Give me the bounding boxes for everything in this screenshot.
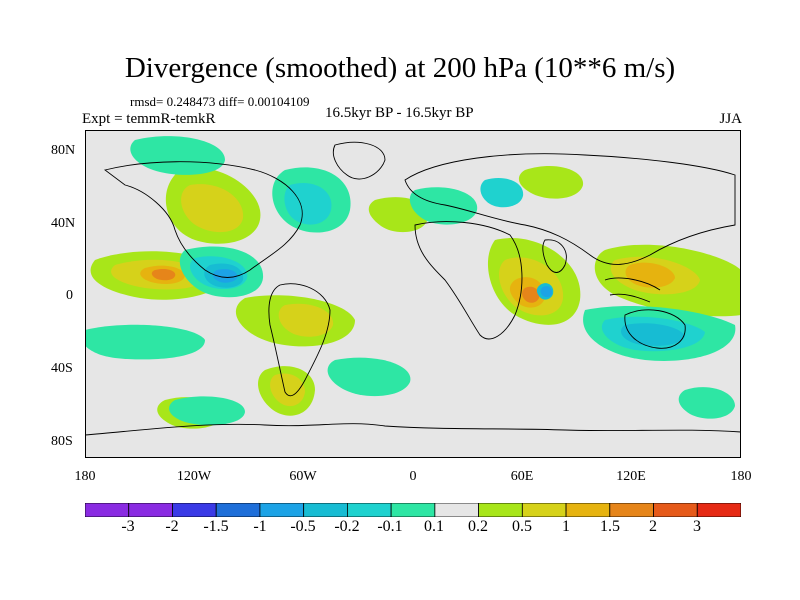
colorbar-label: -0.2 [334, 518, 360, 535]
colorbar-label: 1.5 [600, 518, 620, 535]
coastline-africa [414, 221, 523, 340]
lon-label-120w: 120W [176, 469, 212, 484]
colorbar-label: -0.5 [290, 518, 316, 535]
div-negative-region [480, 177, 524, 208]
colorbar-label: -1.5 [203, 518, 229, 535]
div-negative-region [130, 136, 225, 175]
coastline-north-america [103, 161, 303, 278]
colorbar-swatch [521, 503, 567, 517]
lat-label-80n: 80N [51, 143, 76, 158]
colorbar-swatch [303, 503, 348, 517]
lon-label-60e: 60E [510, 469, 534, 484]
div-positive-region [181, 184, 244, 233]
coastline-maritime-continent [604, 277, 661, 303]
div-negative-region [212, 269, 238, 283]
colorbar-label: -3 [121, 518, 135, 535]
colorbar-swatch [653, 503, 698, 517]
experiment-label: Expt = temmR-temkR [82, 111, 216, 127]
divergence-map [85, 130, 741, 458]
coastline-india [542, 239, 567, 273]
colorbar-label: -0.1 [377, 518, 403, 535]
season-label: JJA [719, 111, 742, 127]
lon-label-0: 0 [409, 469, 417, 484]
div-negative-region [284, 182, 332, 225]
coastline-south-america [268, 283, 331, 397]
lon-label-60w: 60W [289, 469, 317, 484]
divergence-field [85, 136, 741, 429]
div-negative-region [169, 396, 245, 426]
div-positive-region [518, 165, 584, 199]
div-positive-region [522, 286, 540, 303]
div-positive-region [278, 303, 334, 337]
lon-label-180e: 180 [730, 469, 752, 484]
colorbar-swatch [565, 503, 611, 517]
lat-label-80s: 80S [51, 434, 73, 449]
chart-title: Divergence (smoothed) at 200 hPa (10**6 … [124, 52, 676, 84]
colorbar-swatch [172, 503, 217, 517]
colorbar-label: -2 [165, 518, 179, 535]
div-negative-region [678, 387, 735, 419]
lon-label-120e: 120E [616, 469, 646, 484]
lat-label-0: 0 [66, 288, 73, 303]
colorbar-swatch [609, 503, 654, 517]
div-positive-region [151, 268, 176, 281]
colorbar-swatch [478, 503, 523, 517]
coastline-australia [624, 309, 686, 349]
colorbar [85, 503, 741, 517]
colorbar-label: 1 [562, 518, 570, 535]
colorbar-swatch [85, 503, 130, 517]
colorbar-label: 0.5 [512, 518, 532, 535]
stats-text: rmsd= 0.248473 diff= 0.00104109 [130, 94, 310, 109]
coastline-europe-asia [404, 153, 736, 265]
colorbar-label: 0.1 [424, 518, 444, 535]
map-frame [85, 130, 741, 458]
lon-label-180w: 180 [74, 469, 96, 484]
div-positive-region [270, 373, 305, 407]
colorbar-swatch [346, 503, 392, 517]
colorbar-swatch [215, 503, 261, 517]
colorbar-swatch [390, 503, 436, 517]
lat-label-40s: 40S [51, 361, 73, 376]
colorbar-label: -1 [253, 518, 267, 535]
colorbar-swatch [259, 503, 305, 517]
period-label: 16.5kyr BP - 16.5kyr BP [325, 105, 474, 121]
colorbar-swatch [128, 503, 173, 517]
colorbar-swatch [434, 503, 479, 517]
div-negative-region [85, 324, 205, 360]
colorbar-label: 0.2 [468, 518, 488, 535]
coastlines [85, 141, 741, 436]
colorbar-swatch [696, 503, 741, 517]
coastline-greenland [332, 141, 386, 180]
colorbar-label: 3 [693, 518, 701, 535]
div-negative-region [540, 286, 553, 298]
div-negative-region [327, 357, 411, 397]
coastline-antarctica [85, 423, 741, 436]
colorbar-label: 2 [649, 518, 657, 535]
div-negative-region [409, 187, 478, 225]
div-positive-region [625, 262, 675, 288]
lat-label-40n: 40N [51, 216, 76, 231]
